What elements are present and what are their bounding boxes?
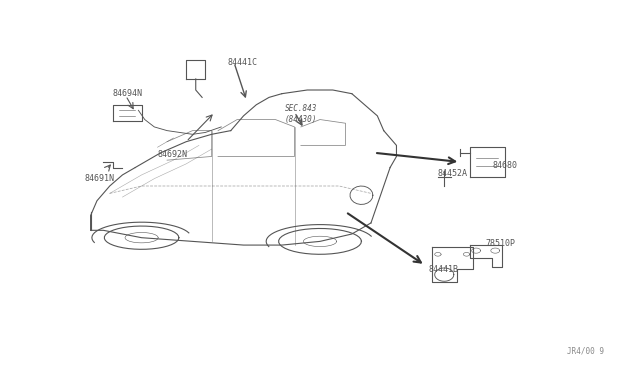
Text: JR4/00 9: JR4/00 9 (566, 347, 604, 356)
Text: 84694N: 84694N (113, 89, 143, 98)
Text: 84452A: 84452A (438, 169, 468, 177)
Text: 84441B: 84441B (428, 264, 458, 273)
Text: SEC.843
(84430): SEC.843 (84430) (285, 104, 317, 124)
Text: 84441C: 84441C (228, 58, 258, 67)
Text: 84692N: 84692N (157, 150, 188, 159)
Text: 84691N: 84691N (84, 174, 114, 183)
Text: 78510P: 78510P (486, 239, 516, 248)
Text: 84680: 84680 (492, 161, 517, 170)
